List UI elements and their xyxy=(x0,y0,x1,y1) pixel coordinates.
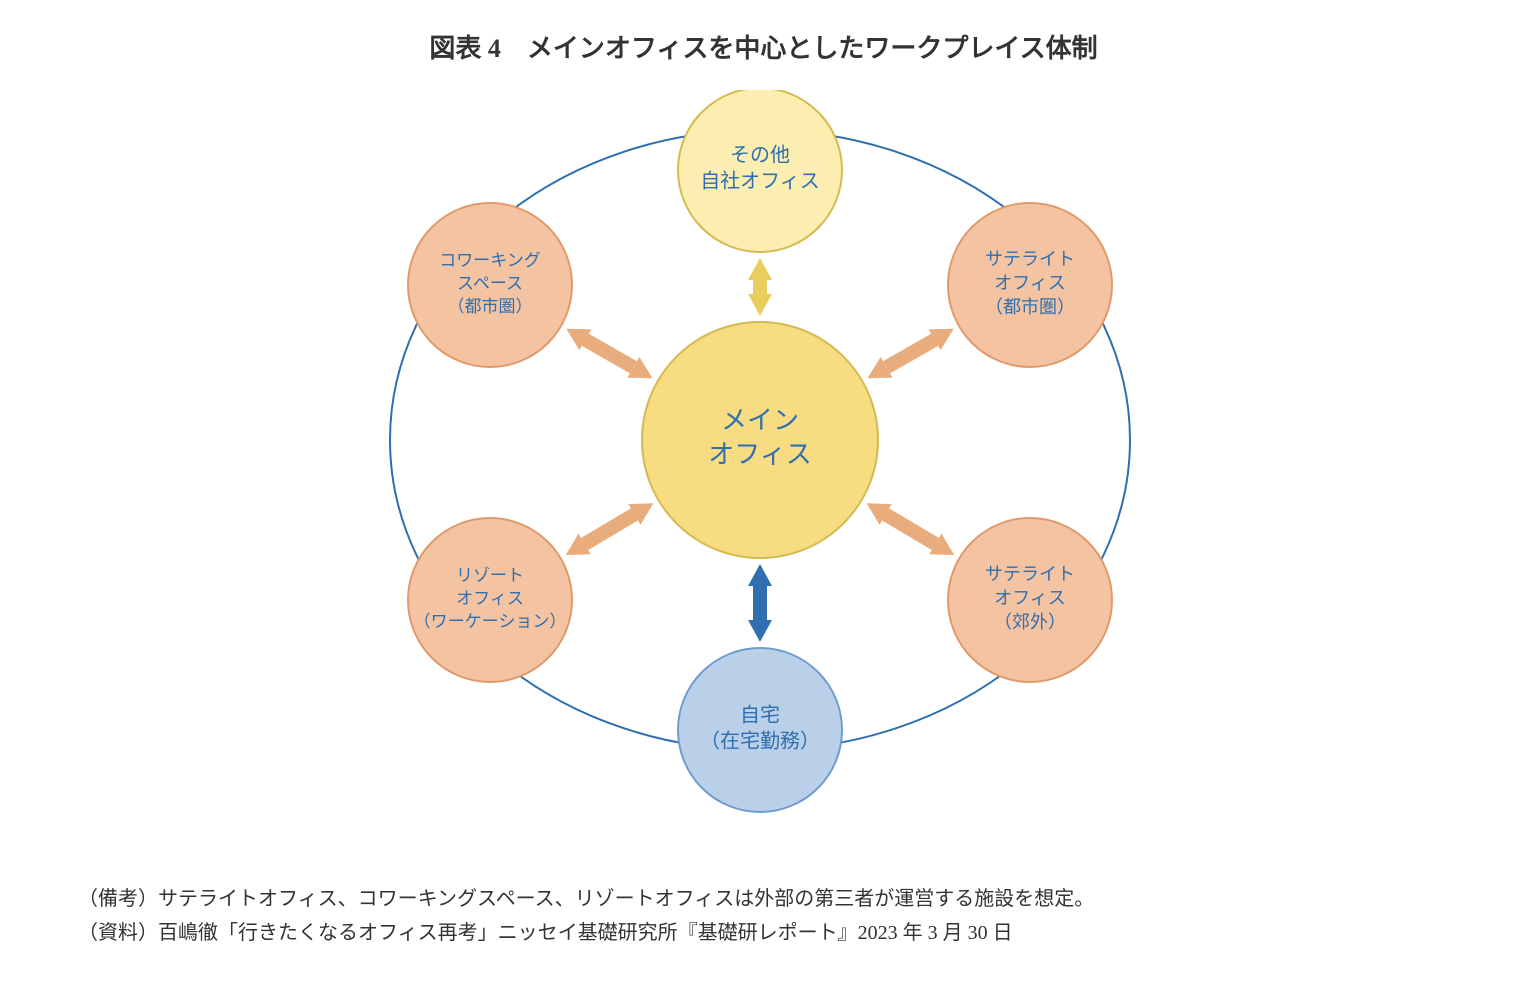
node-sat-suburb-label-line-2: （郊外） xyxy=(994,612,1066,632)
node-sat-urban-label-line-2: （都市圏） xyxy=(985,297,1075,317)
node-sat-urban-label-line-0: サテライト xyxy=(985,249,1075,269)
page: 図表 4 メインオフィスを中心としたワークプレイス体制 メインオフィスその他自社… xyxy=(0,0,1527,995)
node-resort-label-line-1: オフィス xyxy=(456,589,524,608)
node-cowork-label-line-1: スペース xyxy=(457,274,523,293)
node-other: その他自社オフィス xyxy=(678,90,842,252)
node-resort-label-line-0: リゾート xyxy=(456,566,524,585)
node-cowork-label-line-2: （都市圏） xyxy=(448,297,533,316)
figure-title: 図表 4 メインオフィスを中心としたワークプレイス体制 xyxy=(0,28,1527,65)
node-sat-urban-label-line-1: オフィス xyxy=(994,273,1066,293)
node-sat-suburb: サテライトオフィス （郊外） xyxy=(948,518,1112,682)
footnotes: （備考）サテライトオフィス、コワーキングスペース、リゾートオフィスは外部の第三者… xyxy=(78,882,1448,950)
node-resort: リゾートオフィス （ワーケーション） xyxy=(408,518,572,682)
node-home-label-line-0: 自宅 xyxy=(740,704,780,727)
edge-main-home xyxy=(748,564,772,642)
edge-main-sat-suburb xyxy=(867,503,955,555)
footnote-source: （資料）百嶋徹「行きたくなるオフィス再考」ニッセイ基礎研究所『基礎研レポート』2… xyxy=(78,916,1448,950)
edge-main-sat-urban xyxy=(868,329,954,378)
edge-main-other xyxy=(748,258,772,316)
node-home-label-line-1: （在宅勤務） xyxy=(700,730,820,753)
node-other-label-line-1: 自社オフィス xyxy=(700,170,820,193)
node-cowork-label-line-0: コワーキング xyxy=(439,251,541,270)
node-home: 自宅 （在宅勤務） xyxy=(678,648,842,812)
node-resort-label-line-2: （ワーケーション） xyxy=(414,612,567,631)
node-main-label-line-0: メイン xyxy=(721,406,799,435)
node-sat-suburb-label-line-0: サテライト xyxy=(985,564,1075,584)
node-main-label-line-1: オフィス xyxy=(708,440,811,469)
edge-main-resort xyxy=(566,503,654,555)
workplace-diagram: メインオフィスその他自社オフィスサテライトオフィス（都市圏）サテライトオフィス（… xyxy=(280,90,1240,850)
node-sat-suburb-label-line-1: オフィス xyxy=(994,588,1066,608)
node-other-label-line-0: その他 xyxy=(730,144,790,167)
node-cowork: コワーキングスペース （都市圏） xyxy=(408,203,572,367)
edge-main-cowork xyxy=(566,329,652,378)
node-sat-urban: サテライトオフィス （都市圏） xyxy=(948,203,1112,367)
footnote-remark: （備考）サテライトオフィス、コワーキングスペース、リゾートオフィスは外部の第三者… xyxy=(78,882,1448,916)
node-main: メインオフィス xyxy=(642,322,878,558)
diagram-svg: メインオフィスその他自社オフィスサテライトオフィス（都市圏）サテライトオフィス（… xyxy=(280,90,1240,850)
